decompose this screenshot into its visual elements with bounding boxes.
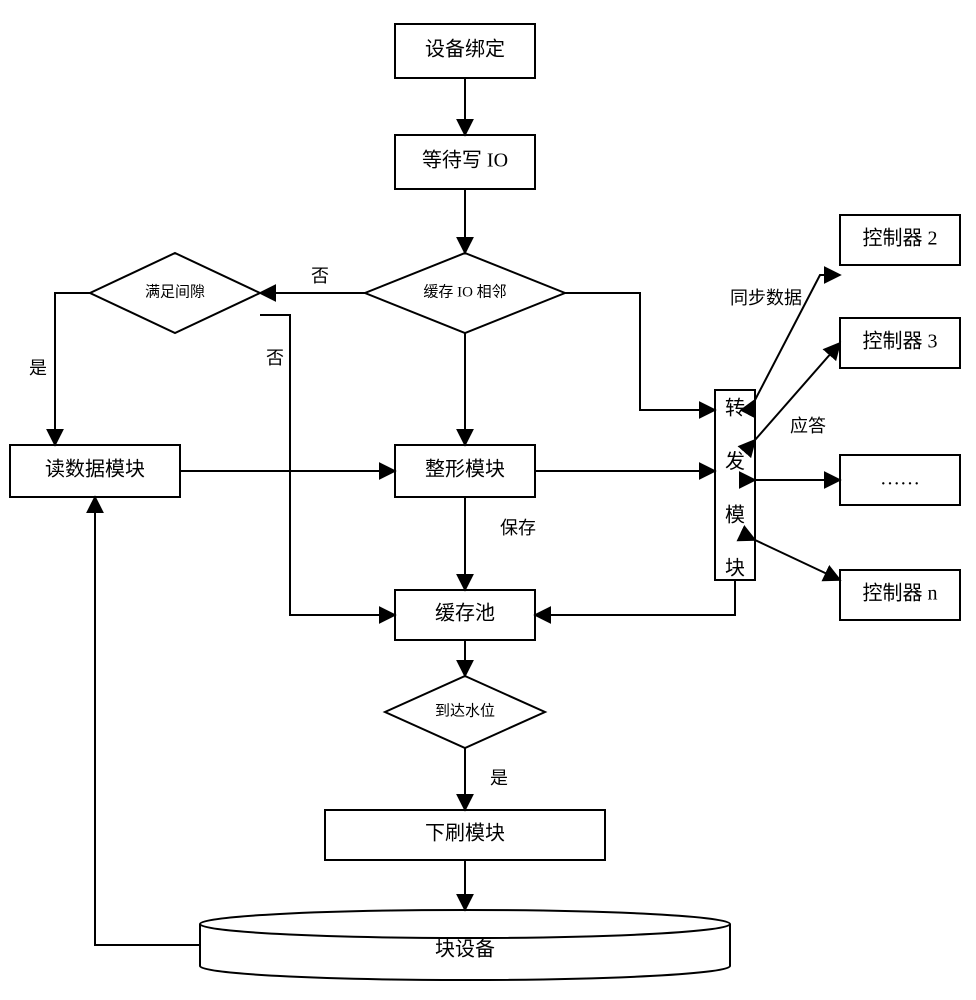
edge-label-shape-pool: 保存 <box>500 518 536 538</box>
node-label-cn: 控制器 n <box>863 582 938 605</box>
edge-label-adj-gap: 否 <box>311 266 329 286</box>
edge-adj-fwd <box>565 293 715 410</box>
edge-fwd-pool <box>535 580 735 615</box>
edge-label-gap-read: 是 <box>29 358 47 378</box>
node-label-read: 读数据模块 <box>45 458 145 481</box>
edge-blk-read <box>95 497 200 945</box>
node-label-fwd-3: 块 <box>725 557 745 580</box>
node-label-fwd-1: 发 <box>725 450 745 473</box>
node-label-bind: 设备绑定 <box>425 38 505 61</box>
node-label-flush: 下刷模块 <box>425 822 505 845</box>
node-label-fwd-0: 转 <box>725 397 745 420</box>
node-label-wait: 等待写 IO <box>422 149 508 172</box>
edge-label-fwd-c2: 同步数据 <box>730 288 802 308</box>
node-label-c3: 控制器 3 <box>863 330 938 353</box>
edge-label-level-flush: 是 <box>490 768 508 788</box>
edge-label-fwd-c3: 应答 <box>790 416 826 436</box>
edge-label-gap-pool: 否 <box>266 348 284 368</box>
edge-gap-read <box>55 293 90 445</box>
node-label-fwd-2: 模 <box>725 503 745 526</box>
node-label-pool: 缓存池 <box>435 602 495 625</box>
node-label-adj: 缓存 IO 相邻 <box>423 283 506 300</box>
node-label-blk: 块设备 <box>435 938 495 961</box>
node-label-shape: 整形模块 <box>425 458 505 481</box>
node-label-cdot: …… <box>880 468 920 490</box>
edge-fwd-cn <box>755 540 840 580</box>
node-label-level: 到达水位 <box>435 702 495 719</box>
node-label-gap: 满足间隙 <box>145 283 205 300</box>
node-label-c2: 控制器 2 <box>863 227 938 250</box>
